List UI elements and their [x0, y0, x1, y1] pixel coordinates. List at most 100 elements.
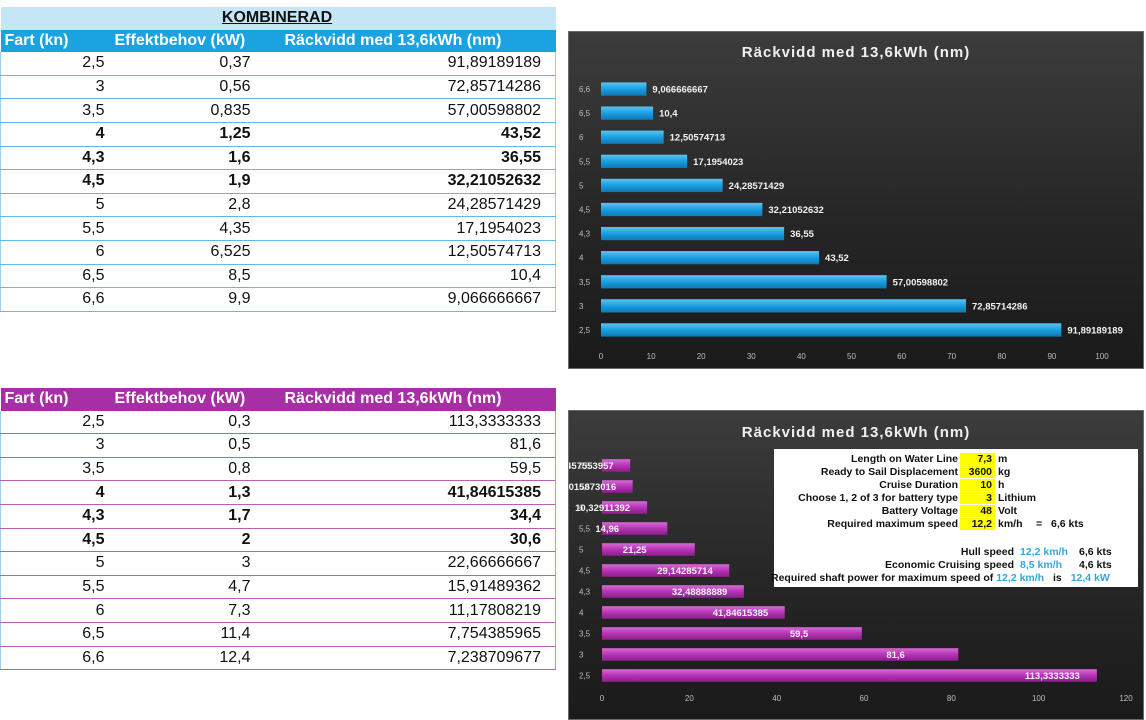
cell-fart: 5,5 [0, 216, 111, 241]
cell-rackvidd: 24,28571429 [280, 193, 557, 218]
cell-rackvidd: 91,89189189 [280, 52, 557, 76]
data-label: 21,25 [623, 545, 647, 556]
table-row: 3,5 0,835 57,00598802 [0, 98, 557, 123]
x-tick-label: 40 [772, 694, 781, 703]
category-tick-label: 3,5 [579, 630, 591, 639]
x-tick-label: 70 [947, 352, 956, 361]
shaft-power-label: Required shaft power for maximum speed o… [771, 572, 994, 584]
data-label: 6,457553957 [569, 461, 614, 472]
cell-fart: 5 [0, 551, 111, 576]
cell-rackvidd: 17,1954023 [280, 216, 557, 241]
info-row: Battery Voltage 48 Volt [774, 505, 1138, 517]
info-row: Choose 1, 2 of 3 for battery type 3 Lithiu… [774, 492, 1138, 504]
info-label: Required maximum speed [827, 518, 958, 530]
cell-rackvidd: 15,91489362 [280, 575, 556, 600]
cell-effektbehov: 1,9 [110, 169, 281, 194]
bar [602, 459, 631, 472]
cell-fart: 6,6 [0, 287, 111, 312]
cell-fart: 3 [0, 75, 111, 100]
chart-blue-svg: 2,5 91,89189189 3 72,85714286 3,5 57,00598802… [569, 32, 1143, 368]
eco-speed-kts: 4,6 kts [1079, 559, 1112, 571]
data-label: 57,00598802 [893, 277, 948, 288]
info-value-cell[interactable]: 12,2 [960, 518, 995, 530]
bar [601, 154, 688, 168]
table-row: 4,5 2 30,6 [0, 528, 556, 553]
cell-rackvidd: 12,50574713 [280, 240, 557, 265]
shaft-power-row: Required shaft power for maximum speed o… [771, 572, 1141, 584]
chart-purple: 2,5 113,3333333 3 81,6 3,5 59,5 4 41,84615385 4,… [568, 410, 1144, 720]
column-header-rackvidd: Räckvidd med 13,6kWh (nm) [280, 29, 556, 53]
calculator-info-box: Length on Water Line 7,3 m Ready to Sail Di… [771, 449, 1141, 587]
cell-rackvidd: 113,3333333 [280, 410, 556, 435]
table-row: 3 0,56 72,85714286 [0, 75, 557, 100]
cell-effektbehov: 1,3 [110, 480, 281, 505]
bar [601, 130, 664, 144]
table-row: 4,3 1,6 36,55 [0, 146, 557, 171]
category-tick-label: 5,5 [579, 157, 591, 166]
cell-fart: 3,5 [0, 98, 111, 123]
bar [602, 648, 959, 661]
table-row: 5,5 4,35 17,1954023 [0, 216, 557, 241]
cell-effektbehov: 0,37 [110, 52, 281, 76]
cell-rackvidd: 57,00598802 [280, 98, 557, 123]
category-tick-label: 6,6 [579, 462, 591, 471]
cell-effektbehov: 11,4 [110, 622, 281, 647]
chart-blue: 2,5 91,89189189 3 72,85714286 3,5 57,00598802… [568, 31, 1144, 369]
info-value-cell[interactable]: 3 [960, 492, 995, 504]
cell-effektbehov: 3 [110, 551, 281, 576]
cell-fart: 6,5 [0, 622, 111, 647]
info-row: Ready to Sail Displacement 3600 kg [774, 466, 1138, 478]
table-row: 6,5 8,5 10,4 [0, 264, 557, 289]
bar [602, 543, 695, 556]
info-label: Cruise Duration [879, 479, 958, 491]
cell-effektbehov: 7,3 [110, 598, 281, 623]
data-label: 7,015873016 [569, 482, 616, 493]
info-kts: 6,6 kts [1051, 518, 1084, 530]
x-tick-label: 80 [947, 694, 956, 703]
category-tick-label: 6 [579, 133, 584, 142]
cell-rackvidd: 34,4 [280, 504, 556, 529]
column-header-fart: Fart (kn) [0, 388, 111, 411]
info-value-cell[interactable]: 10 [960, 479, 995, 491]
column-header-effektbehov: Effektbehov (kW) [110, 29, 281, 53]
info-value-cell[interactable]: 7,3 [960, 453, 995, 465]
cell-effektbehov: 2,8 [110, 193, 281, 218]
bar [601, 178, 723, 193]
table-row: 5,5 4,7 15,91489362 [0, 575, 556, 600]
cell-effektbehov: 0,8 [110, 457, 281, 482]
bar [601, 275, 887, 289]
category-tick-label: 5 [579, 546, 584, 555]
x-tick-label: 20 [697, 352, 706, 361]
info-label: Ready to Sail Displacement [820, 466, 958, 478]
cell-rackvidd: 11,17808219 [280, 598, 556, 623]
cell-effektbehov: 8,5 [110, 264, 281, 289]
cell-rackvidd: 32,21052632 [280, 169, 557, 194]
bar [602, 501, 648, 514]
table-row: 6 6,525 12,50574713 [0, 240, 557, 265]
data-label: 10,4 [659, 109, 678, 120]
data-label: 113,3333333 [1025, 671, 1080, 682]
info-value-cell[interactable]: 48 [960, 505, 995, 517]
table-row: 4 1,3 41,84615385 [0, 480, 556, 505]
cell-rackvidd: 30,6 [280, 528, 556, 553]
x-tick-label: 120 [1119, 694, 1133, 703]
column-header-effektbehov: Effektbehov (kW) [110, 388, 281, 411]
data-label: 41,84615385 [713, 608, 769, 619]
cell-rackvidd: 9,066666667 [280, 287, 557, 312]
cell-effektbehov: 6,525 [110, 240, 281, 265]
category-tick-label: 2,5 [579, 326, 591, 335]
cell-fart: 6,5 [0, 264, 111, 289]
table-row: 6,5 11,4 7,754385965 [0, 622, 556, 647]
bar [602, 606, 785, 619]
info-unit: Volt [998, 505, 1018, 517]
category-tick-label: 3 [579, 302, 584, 311]
x-tick-label: 60 [860, 694, 869, 703]
table-row: 6 7,3 11,17808219 [0, 598, 556, 623]
category-tick-label: 6,5 [579, 109, 591, 118]
shaft-power-kw: 12,4 kW [1070, 572, 1110, 584]
info-value-cell[interactable]: 3600 [960, 466, 995, 478]
category-tick-label: 3,5 [579, 278, 591, 287]
info-unit: m [998, 453, 1008, 465]
chart-title: Räckvidd med 13,6kWh (nm) [741, 424, 971, 441]
bar [601, 299, 967, 313]
